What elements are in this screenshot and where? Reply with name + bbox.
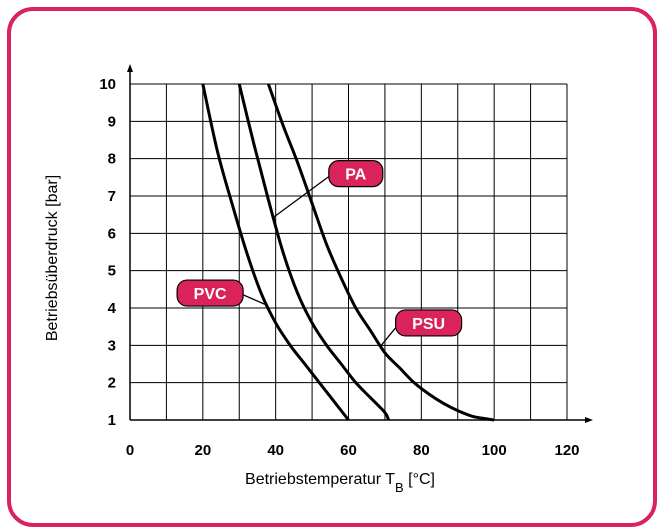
y-axis-arrow: [127, 64, 133, 72]
x-axis-title-unit: [°C]: [404, 471, 435, 488]
y-tick-label: 2: [108, 375, 116, 392]
x-axis-arrow: [585, 417, 593, 423]
series-line-psu: [266, 83, 495, 422]
y-tick-label: 10: [99, 76, 116, 93]
x-axis-title-main: Betriebstemperatur T: [245, 471, 395, 488]
series-line-pa: [237, 83, 390, 421]
chart-frame: [7, 7, 657, 527]
label-badge-pa: [328, 160, 384, 188]
x-tick-label: 120: [554, 442, 579, 459]
tick-labels: 0 20 40 60 80 100 120 1 2 3 4 5 6 7 8 9 10: [99, 76, 579, 459]
x-tick-label: 40: [267, 442, 284, 459]
axes: [127, 64, 593, 423]
label-badge-pvc: [176, 279, 244, 307]
x-tick-label: 0: [126, 442, 134, 459]
label-leader-pa: [271, 173, 334, 219]
label-badge-psu: [395, 309, 463, 337]
line-chart: 0 20 40 60 80 100 120 1 2 3 4 5 6 7 8 9 10 PVC PA PSU Betr…: [44, 64, 593, 495]
x-axis-title: Betriebstemperatur TB [°C]: [245, 471, 435, 495]
y-tick-label: 7: [108, 188, 116, 205]
label-text-pvc: PVC: [194, 286, 227, 303]
x-tick-label: 100: [482, 442, 507, 459]
y-tick-label: 1: [108, 412, 116, 429]
y-tick-label: 9: [108, 113, 116, 130]
y-tick-label: 6: [108, 225, 116, 242]
label-text-psu: PSU: [412, 316, 445, 333]
series-line-pvc: [201, 83, 350, 421]
grid: [130, 83, 568, 421]
y-tick-label: 5: [108, 263, 116, 280]
y-tick-label: 4: [108, 300, 117, 317]
y-tick-label: 8: [108, 151, 116, 168]
y-tick-label: 3: [108, 337, 116, 354]
series-labels: PVC PA PSU: [176, 160, 463, 346]
x-tick-label: 80: [413, 442, 430, 459]
x-axis-title-sub: B: [395, 480, 404, 495]
x-tick-label: 60: [340, 442, 357, 459]
label-text-pa: PA: [345, 167, 366, 184]
x-tick-label: 20: [194, 442, 211, 459]
y-axis-title: Betriebsüberdruck [bar]: [44, 175, 61, 341]
